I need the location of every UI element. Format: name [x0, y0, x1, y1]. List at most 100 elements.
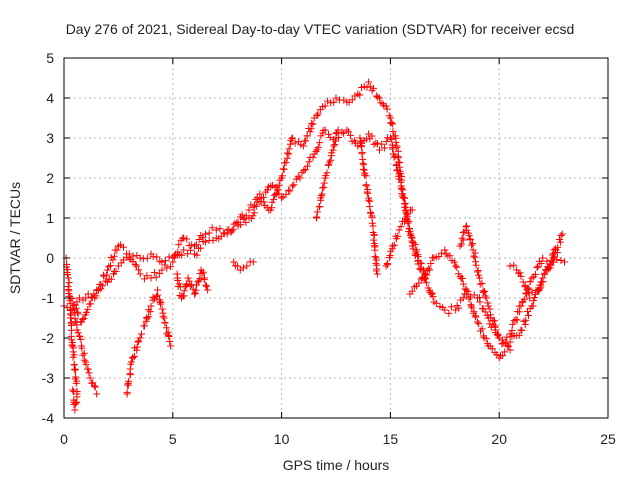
- data-point: [136, 334, 144, 342]
- data-point: [330, 142, 338, 150]
- data-point: [412, 251, 420, 259]
- data-point: [282, 159, 290, 167]
- data-point: [89, 379, 97, 387]
- data-point: [270, 196, 278, 204]
- y-tick-label: 0: [46, 250, 54, 266]
- grid-lines: [64, 58, 608, 418]
- data-point: [420, 266, 428, 274]
- data-point: [504, 342, 512, 350]
- data-point: [203, 282, 211, 290]
- data-point: [125, 377, 133, 385]
- data-point: [321, 126, 329, 134]
- data-point: [365, 78, 373, 86]
- data-point: [552, 246, 560, 254]
- data-point: [408, 242, 416, 250]
- data-point: [85, 369, 93, 377]
- data-point: [478, 279, 486, 287]
- data-point: [159, 312, 167, 320]
- data-point: [476, 298, 484, 306]
- data-point: [510, 317, 518, 325]
- data-point: [363, 83, 371, 91]
- data-point: [316, 139, 324, 147]
- data-point: [471, 253, 479, 261]
- data-point: [318, 190, 326, 198]
- data-point: [432, 299, 440, 307]
- data-point: [237, 221, 245, 229]
- data-point: [332, 130, 340, 138]
- data-point: [359, 159, 367, 167]
- data-point: [71, 318, 79, 326]
- data-point: [371, 253, 379, 261]
- data-point: [457, 240, 465, 248]
- data-point: [278, 172, 286, 180]
- data-point: [553, 256, 561, 264]
- data-point: [153, 253, 161, 261]
- data-point: [408, 287, 416, 295]
- data-point: [114, 262, 122, 270]
- data-point: [86, 374, 94, 382]
- data-point: [548, 251, 556, 259]
- data-point: [201, 230, 209, 238]
- data-point: [230, 258, 238, 266]
- data-point: [343, 126, 351, 134]
- data-point: [75, 294, 83, 302]
- data-point: [147, 274, 155, 282]
- data-point: [417, 260, 425, 268]
- data-point: [469, 240, 477, 248]
- data-point: [199, 268, 207, 276]
- data-point: [220, 230, 228, 238]
- data-point: [234, 262, 242, 270]
- data-point: [82, 360, 90, 368]
- data-point: [372, 139, 380, 147]
- data-point: [71, 366, 79, 374]
- data-point: [288, 134, 296, 142]
- data-point: [321, 102, 329, 110]
- data-point: [423, 271, 431, 279]
- data-point: [517, 272, 525, 280]
- plot-frame: [63, 57, 609, 419]
- data-point: [76, 332, 84, 340]
- data-point: [174, 276, 182, 284]
- data-point: [387, 135, 395, 143]
- data-point: [103, 271, 111, 279]
- data-point: [389, 128, 397, 136]
- data-point: [450, 258, 458, 266]
- data-points: [60, 78, 568, 414]
- data-point: [137, 330, 145, 338]
- data-point: [402, 214, 410, 222]
- data-point: [374, 93, 382, 101]
- data-point: [158, 266, 166, 274]
- data-point: [300, 167, 308, 175]
- data-point: [180, 234, 188, 242]
- data-point: [193, 251, 201, 259]
- data-point: [275, 190, 283, 198]
- data-point: [392, 138, 400, 146]
- data-point: [191, 242, 199, 250]
- data-point: [370, 231, 378, 239]
- data-point: [71, 308, 79, 316]
- data-point: [186, 246, 194, 254]
- data-point: [441, 306, 449, 314]
- data-point: [518, 327, 526, 335]
- data-point: [291, 139, 299, 147]
- data-point: [131, 260, 139, 268]
- data-point: [395, 175, 403, 183]
- data-point: [112, 267, 120, 275]
- data-point: [306, 128, 314, 136]
- data-point: [192, 240, 200, 248]
- data-point: [517, 326, 525, 334]
- data-point: [303, 132, 311, 140]
- y-tick-label: -3: [42, 370, 55, 386]
- data-point: [447, 303, 455, 311]
- data-point: [132, 262, 140, 270]
- data-point: [370, 140, 378, 148]
- data-point: [446, 252, 454, 260]
- data-point: [223, 226, 231, 234]
- data-point: [126, 365, 134, 373]
- data-point: [407, 230, 415, 238]
- data-point: [161, 319, 169, 327]
- data-point: [454, 270, 462, 278]
- data-point: [216, 225, 224, 233]
- data-point: [191, 290, 199, 298]
- data-point: [453, 263, 461, 271]
